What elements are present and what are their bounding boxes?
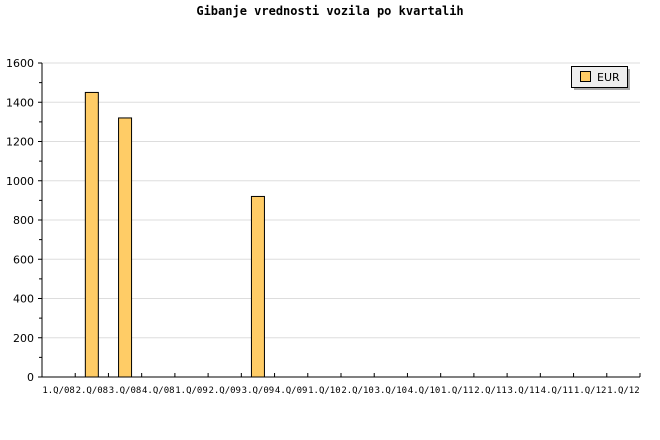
x-tick-label: 1.Q/12 <box>607 386 640 396</box>
y-tick-label: 1600 <box>6 57 34 70</box>
y-tick-label: 1400 <box>6 96 34 109</box>
x-tick-label: 4.Q/10 <box>408 386 441 396</box>
x-tick-label: 1.Q/08 <box>42 386 75 396</box>
chart-title: Gibanje vrednosti vozila po kvartalih <box>196 4 464 18</box>
y-tick-label: 600 <box>13 253 34 266</box>
bar <box>118 117 133 378</box>
y-tick-label: 400 <box>13 293 34 306</box>
x-tick-label: 2.Q/09 <box>208 386 241 396</box>
bar <box>250 195 265 378</box>
x-tick-label: 2.Q/10 <box>341 386 374 396</box>
x-tick-label: 1.Q/11 <box>441 386 474 396</box>
x-tick-label: 3.Q/08 <box>109 386 142 396</box>
y-tick-label: 1000 <box>6 175 34 188</box>
y-tick-label: 200 <box>13 332 34 345</box>
x-tick-label: 2.Q/08 <box>76 386 109 396</box>
y-tick-label: 800 <box>13 214 34 227</box>
x-tick-label: 1.Q/10 <box>308 386 341 396</box>
x-tick-label: 3.Q/11 <box>507 386 540 396</box>
x-tick-label: 4.Q/08 <box>142 386 175 396</box>
x-tick-label: 1.Q/09 <box>175 386 208 396</box>
legend-swatch <box>580 71 591 82</box>
x-tick-label: 3.Q/09 <box>242 386 275 396</box>
y-tick-label: 1200 <box>6 136 34 149</box>
x-tick-label: 2.Q/11 <box>474 386 507 396</box>
x-tick-label: 1.Q/12 <box>574 386 607 396</box>
bar <box>84 91 99 378</box>
legend-label: EUR <box>597 71 620 84</box>
x-tick-label: 4.Q/09 <box>275 386 308 396</box>
x-tick-label: 4.Q/11 <box>541 386 574 396</box>
y-tick-label: 0 <box>27 371 34 384</box>
x-tick-label: 3.Q/10 <box>375 386 408 396</box>
